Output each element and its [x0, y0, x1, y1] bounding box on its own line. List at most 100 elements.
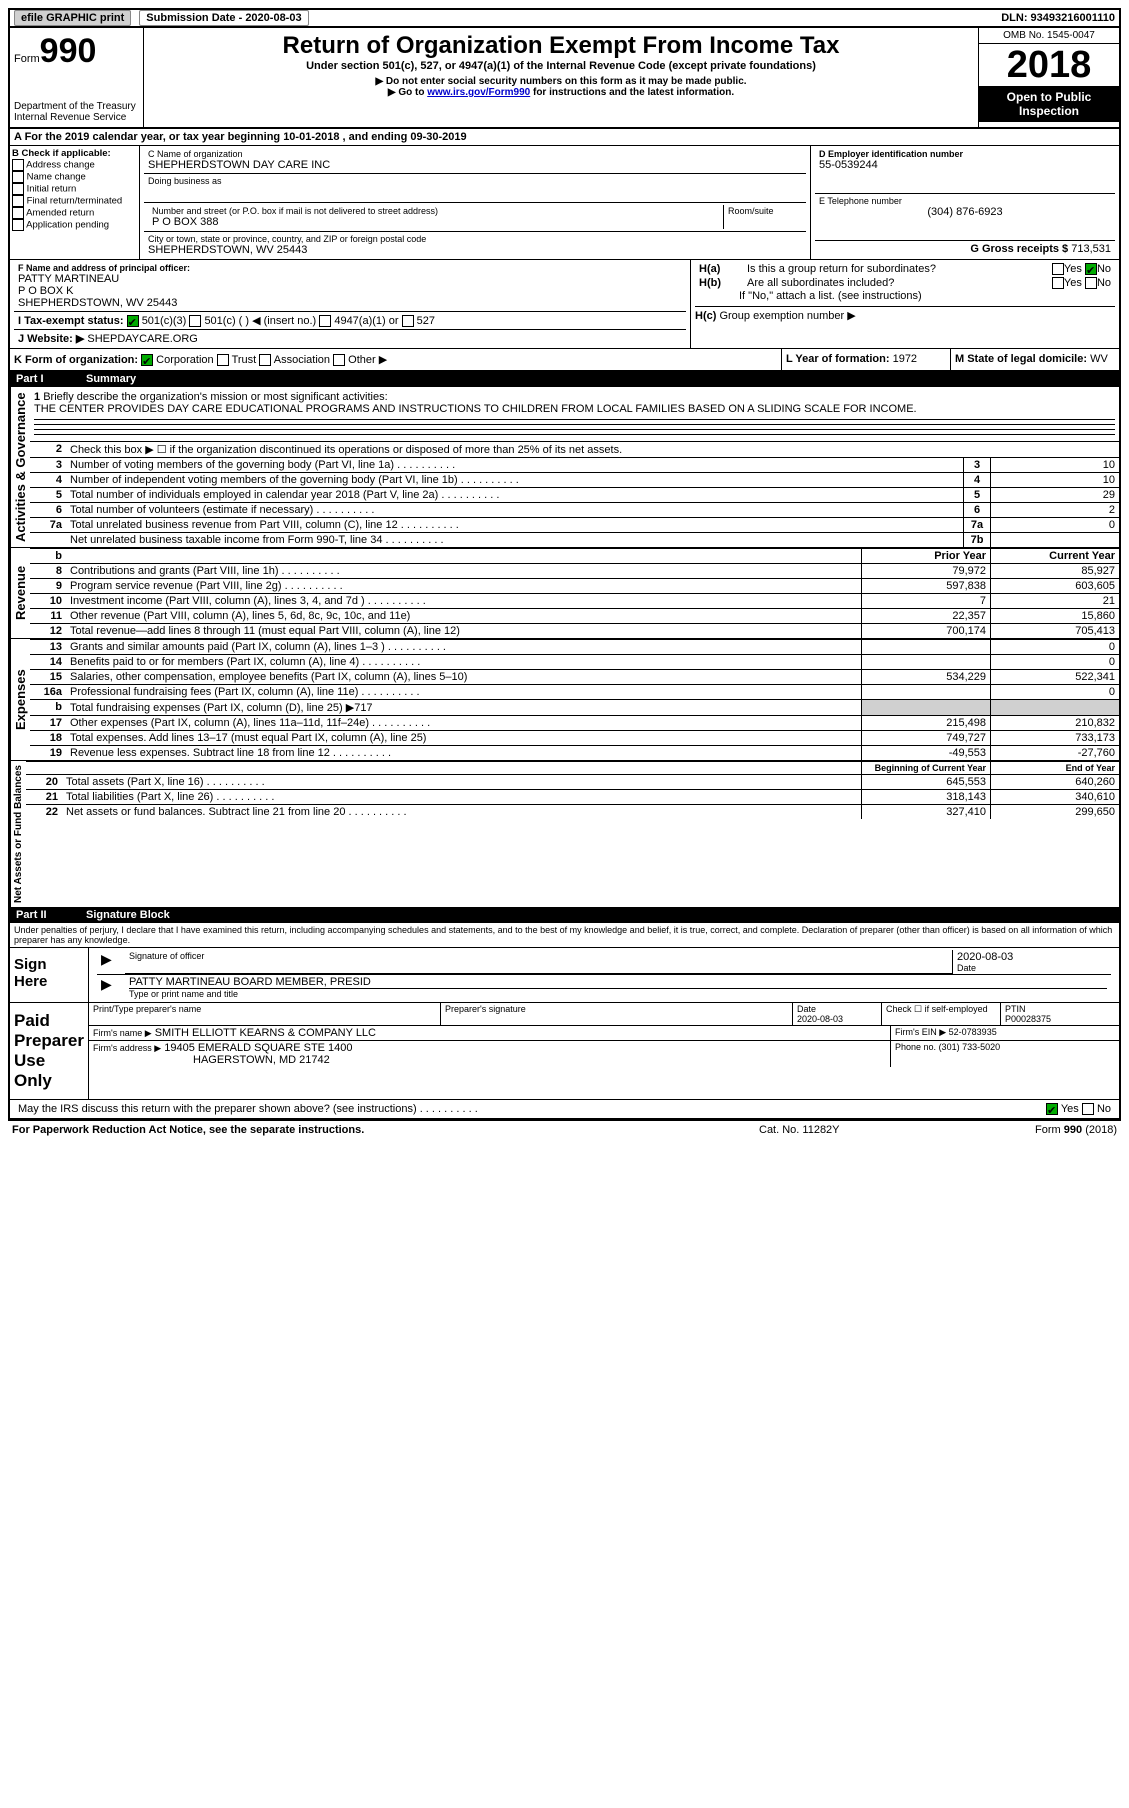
phone-value: (304) 876-6923 — [819, 206, 1111, 218]
section-klm: K Form of organization: ✔ Corporation Tr… — [10, 349, 1119, 371]
sign-here-label: Sign Here — [10, 948, 89, 1002]
room-label: Room/suite — [728, 206, 798, 216]
k-label: K Form of organization: — [14, 354, 138, 366]
section-identity: B Check if applicable: Address change Na… — [10, 146, 1119, 260]
paid-preparer-row: Paid Preparer Use Only Print/Type prepar… — [10, 1003, 1119, 1100]
year-formation: 1972 — [893, 353, 917, 365]
checkbox-address-change[interactable] — [12, 159, 24, 171]
m-label: M State of legal domicile: — [955, 353, 1087, 365]
c-name-label: C Name of organization — [148, 149, 802, 159]
page-footer: For Paperwork Reduction Act Notice, see … — [8, 1121, 1121, 1139]
checkbox-ha-no[interactable]: ✔ — [1085, 263, 1097, 275]
line3-val: 10 — [990, 458, 1119, 472]
line21-label: Total liabilities (Part X, line 26) — [62, 790, 861, 804]
officer-addr2: SHEPHERDSTOWN, WV 25443 — [18, 297, 682, 309]
form-number: 990 — [40, 32, 97, 70]
checkbox-other[interactable] — [333, 354, 345, 366]
line1-label: Briefly describe the organization's miss… — [43, 391, 387, 403]
checkbox-initial-return[interactable] — [12, 183, 24, 195]
org-city: SHEPHERDSTOWN, WV 25443 — [148, 244, 802, 256]
part1-netassets: Net Assets or Fund Balances Beginning of… — [10, 760, 1119, 907]
subtitle-3: ▶ Go to www.irs.gov/Form990 for instruct… — [148, 87, 974, 98]
line16b-label: Total fundraising expenses (Part IX, col… — [66, 700, 861, 715]
line7a-label: Total unrelated business revenue from Pa… — [66, 518, 963, 532]
check-self-label: Check ☐ if self-employed — [882, 1003, 1001, 1025]
line5-label: Total number of individuals employed in … — [66, 488, 963, 502]
checkbox-4947[interactable] — [319, 315, 331, 327]
firm-ein: 52-0783935 — [949, 1027, 997, 1037]
line-a: A For the 2019 calendar year, or tax yea… — [10, 129, 1119, 146]
irs-label: Internal Revenue Service — [14, 112, 139, 123]
sig-officer-label: Signature of officer — [129, 951, 948, 961]
checkbox-527[interactable] — [402, 315, 414, 327]
irs-link[interactable]: www.irs.gov/Form990 — [427, 87, 530, 98]
line7b-label: Net unrelated business taxable income fr… — [66, 533, 963, 547]
checkbox-discuss-no[interactable] — [1082, 1103, 1094, 1115]
line2-label: Check this box ▶ ☐ if the organization d… — [66, 442, 1119, 457]
state-domicile: WV — [1090, 353, 1108, 365]
line16a-label: Professional fundraising fees (Part IX, … — [66, 685, 861, 699]
checkbox-name-change[interactable] — [12, 171, 24, 183]
checkbox-assoc[interactable] — [259, 354, 271, 366]
part-1-header: Part I Summary — [10, 371, 1119, 387]
dba-label: Doing business as — [148, 176, 802, 186]
line22-label: Net assets or fund balances. Subtract li… — [62, 805, 861, 819]
line10-label: Investment income (Part VIII, column (A)… — [66, 594, 861, 608]
paid-preparer-label: Paid Preparer Use Only — [10, 1003, 89, 1099]
part1-revenue: Revenue bPrior YearCurrent Year 8Contrib… — [10, 547, 1119, 638]
open-inspection-badge: Open to Public Inspection — [979, 86, 1119, 122]
f-label: F Name and address of principal officer: — [18, 263, 682, 273]
line3-label: Number of voting members of the governin… — [66, 458, 963, 472]
checkbox-hb-no[interactable] — [1085, 277, 1097, 289]
website-value: SHEPDAYCARE.ORG — [87, 333, 197, 345]
footer-pra: For Paperwork Reduction Act Notice, see … — [8, 1123, 755, 1137]
addr-label: Number and street (or P.O. box if mail i… — [152, 206, 719, 216]
side-netassets: Net Assets or Fund Balances — [10, 761, 26, 907]
discuss-label: May the IRS discuss this return with the… — [14, 1102, 1042, 1116]
checkbox-501c3[interactable]: ✔ — [127, 315, 139, 327]
line15-label: Salaries, other compensation, employee b… — [66, 670, 861, 684]
checkbox-trust[interactable] — [217, 354, 229, 366]
line4-label: Number of independent voting members of … — [66, 473, 963, 487]
checkbox-amended[interactable] — [12, 207, 24, 219]
checkbox-corp[interactable]: ✔ — [141, 354, 153, 366]
discuss-row: May the IRS discuss this return with the… — [10, 1100, 1119, 1119]
section-fhi: F Name and address of principal officer:… — [10, 260, 1119, 349]
sig-date: 2020-08-03 — [957, 951, 1107, 963]
side-revenue: Revenue — [10, 548, 30, 638]
dln: DLN: 93493216001110 — [997, 10, 1119, 26]
line11-label: Other revenue (Part VIII, column (A), li… — [66, 609, 861, 623]
efile-print-button[interactable]: efile GRAPHIC print — [14, 10, 131, 26]
firm-addr1: 19405 EMERALD SQUARE STE 1400 — [164, 1042, 352, 1054]
ptin-value: P00028375 — [1005, 1014, 1051, 1024]
checkbox-ha-yes[interactable] — [1052, 263, 1064, 275]
line9-label: Program service revenue (Part VIII, line… — [66, 579, 861, 593]
part1-activities: Activities & Governance 1 Briefly descri… — [10, 387, 1119, 547]
checkbox-pending[interactable] — [12, 219, 24, 231]
declaration-text: Under penalties of perjury, I declare th… — [10, 923, 1119, 948]
checkbox-discuss-yes[interactable]: ✔ — [1046, 1103, 1058, 1115]
mission-text: THE CENTER PROVIDES DAY CARE EDUCATIONAL… — [34, 403, 1115, 415]
end-year-header: End of Year — [990, 762, 1119, 774]
form-label: Form — [14, 53, 40, 65]
d-ein-label: D Employer identification number — [819, 149, 1111, 159]
checkbox-501c[interactable] — [189, 315, 201, 327]
line19-label: Revenue less expenses. Subtract line 18 … — [66, 746, 861, 760]
prior-year-header: Prior Year — [861, 549, 990, 563]
line6-val: 2 — [990, 503, 1119, 517]
dept-treasury: Department of the Treasury — [14, 101, 139, 112]
part-2-header: Part II Signature Block — [10, 907, 1119, 923]
line7a-val: 0 — [990, 518, 1119, 532]
checkbox-hb-yes[interactable] — [1052, 277, 1064, 289]
omb-number: OMB No. 1545-0047 — [979, 28, 1119, 44]
footer-cat: Cat. No. 11282Y — [755, 1123, 963, 1137]
subtitle-2: ▶ Do not enter social security numbers o… — [148, 76, 974, 87]
line14-label: Benefits paid to or for members (Part IX… — [66, 655, 861, 669]
tax-year: 2018 — [979, 44, 1119, 86]
side-expenses: Expenses — [10, 639, 30, 760]
checkbox-final-return[interactable] — [12, 195, 24, 207]
officer-addr1: P O BOX K — [18, 285, 682, 297]
officer-name-title: PATTY MARTINEAU BOARD MEMBER, PRESID — [129, 976, 1107, 988]
org-address: P O BOX 388 — [152, 216, 719, 228]
line17-label: Other expenses (Part IX, column (A), lin… — [66, 716, 861, 730]
